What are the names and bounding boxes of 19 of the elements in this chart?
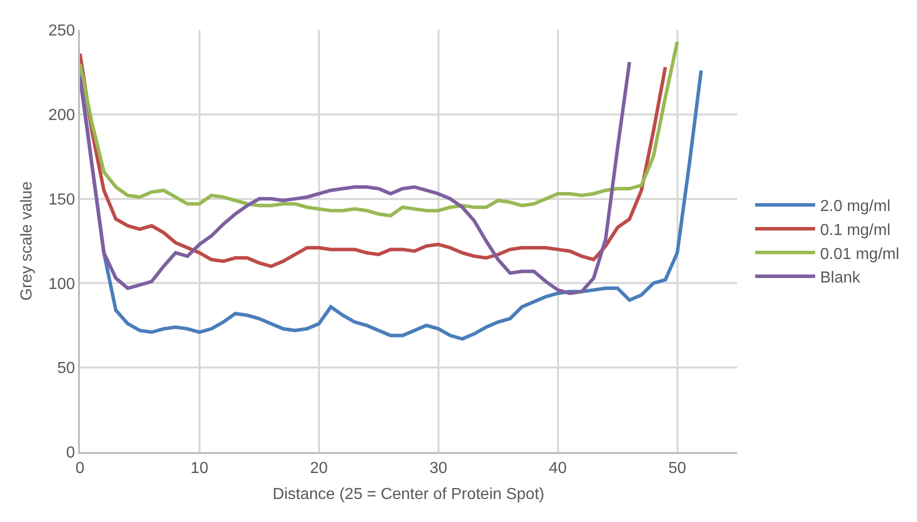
line-series: [80, 40, 680, 218]
y-axis-title: Grey scale value: [18, 181, 36, 301]
line-series: [80, 60, 632, 296]
x-tick-label: 50: [668, 460, 686, 477]
y-tick-label: 150: [48, 191, 76, 208]
x-tick-label: 40: [548, 460, 567, 477]
legend-label: 2.0 mg/ml: [820, 198, 890, 216]
legend-label: 0.01 mg/ml: [820, 246, 900, 263]
y-tick-label: 200: [48, 107, 76, 124]
legend-label: Blank: [820, 270, 862, 287]
legend-label: 0.1 mg/ml: [820, 222, 890, 239]
x-tick-label: 30: [429, 460, 448, 477]
x-tick-label: 20: [310, 460, 328, 477]
y-tick-label: 50: [57, 360, 76, 378]
y-tick-label: 0: [66, 444, 76, 462]
x-tick-label: 10: [190, 460, 208, 477]
y-tick-label: 250: [48, 22, 76, 40]
x-axis-title: Distance (25 = Center of Protein Spot): [272, 486, 544, 504]
y-tick-label: 100: [48, 276, 76, 293]
